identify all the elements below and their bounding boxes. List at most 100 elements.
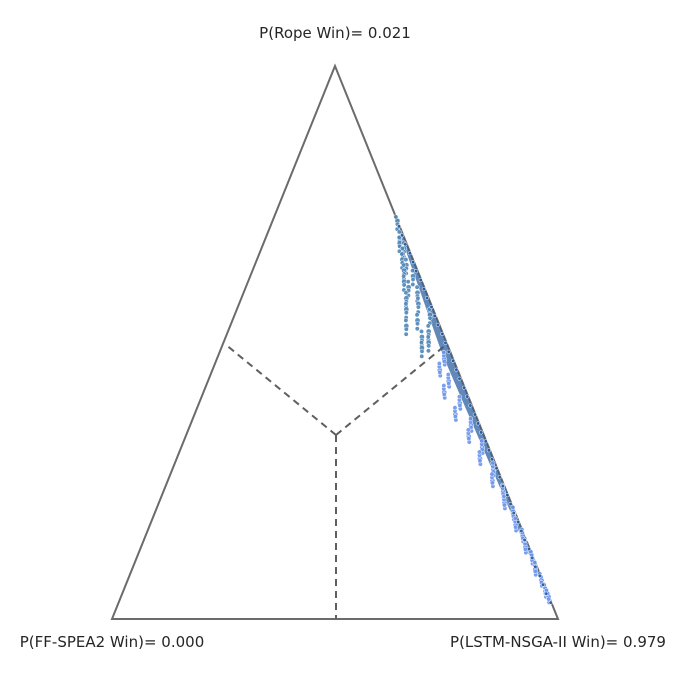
scatter-point (489, 480, 495, 486)
scatter-point (441, 350, 447, 355)
scatter-point (429, 304, 434, 310)
scatter-point (419, 348, 425, 354)
scatter-point (399, 251, 405, 257)
scatter-point (456, 394, 462, 400)
scatter-point (419, 328, 424, 334)
scatter-point (401, 282, 407, 288)
scatter-point (505, 493, 510, 498)
scatter-point (400, 233, 405, 238)
scatter-point (532, 568, 538, 574)
scatter-point (403, 310, 409, 316)
scatter-point (457, 376, 462, 381)
scatter-point (399, 246, 405, 251)
scatter-point (421, 287, 426, 292)
scatter-point (445, 372, 451, 378)
scatter-point (425, 348, 431, 354)
scatter-point (403, 331, 409, 337)
scatter-point (497, 475, 502, 480)
scatter-point (512, 515, 518, 521)
scatter-point (461, 385, 467, 390)
scatter-point (414, 284, 420, 290)
scatter-point (489, 471, 495, 477)
scatter-point (407, 251, 412, 256)
scatter-point (396, 234, 402, 240)
scatter-point (465, 427, 471, 433)
scatter-point (419, 353, 425, 359)
scatter-point (414, 326, 420, 332)
scatter-point (405, 279, 411, 285)
scatter-point (544, 591, 549, 596)
scatter-point (527, 546, 532, 551)
scatter-point (475, 421, 481, 426)
scatter-point (519, 528, 524, 534)
scatter-point (522, 537, 527, 542)
scatter-point (410, 268, 416, 274)
vertex-label-bottom-right: P(LSTM-NSGA-II Win)= 0.979 (450, 633, 666, 651)
region-divider-right (335, 343, 448, 436)
scatter-point (500, 484, 505, 489)
scatter-point (401, 273, 407, 279)
scatter-point (446, 380, 452, 386)
scatter-point (403, 317, 409, 323)
scatter-point (403, 301, 409, 307)
scatter-point (494, 466, 499, 471)
scatter-point (403, 290, 409, 296)
scatter-point (479, 438, 485, 444)
scatter-point (436, 361, 442, 366)
scatter-point (486, 448, 491, 453)
scatter-point (532, 560, 538, 566)
scatter-point (530, 555, 535, 560)
scatter-point (541, 582, 546, 587)
scatter-point (489, 457, 495, 462)
scatter-point (548, 600, 553, 605)
scatter-point (393, 214, 399, 220)
scatter-point (454, 367, 459, 372)
scatter-point (533, 564, 538, 569)
scatter-point (516, 519, 521, 525)
scatter-point (441, 383, 447, 389)
scatter-point (451, 358, 456, 363)
scatter-point (437, 369, 443, 375)
scatter-point (508, 502, 513, 507)
scatter-point (425, 323, 431, 329)
scatter-point (513, 524, 519, 530)
scatter-point (441, 392, 447, 397)
scatter-point (403, 257, 409, 262)
scatter-point (466, 436, 472, 442)
scatter-point (468, 403, 473, 408)
scatter-point (468, 416, 474, 422)
scatter-point (440, 331, 445, 336)
scatter-point (432, 313, 437, 319)
scatter-point (410, 277, 416, 282)
scatter-point (396, 224, 402, 229)
scatter-point (403, 326, 409, 332)
scatter-point (427, 315, 433, 321)
scatter-points-layer (393, 214, 553, 605)
scatter-point (479, 430, 484, 435)
scatter-point (472, 412, 477, 417)
scatter-point (441, 358, 447, 364)
scatter-point (443, 340, 448, 345)
scatter-point (415, 321, 420, 327)
scatter-point (415, 304, 421, 310)
scatter-point (510, 504, 516, 510)
scatter-point (483, 439, 488, 444)
scatter-point (452, 405, 458, 411)
scatter-point (401, 262, 407, 268)
scatter-point (396, 229, 402, 235)
scatter-point (465, 394, 470, 399)
scatter-point (415, 295, 421, 301)
scatter-point (425, 334, 431, 340)
scatter-point (419, 340, 424, 345)
scatter-point (502, 502, 507, 508)
scatter-point (414, 312, 420, 318)
scatter-point (457, 403, 463, 408)
scatter-point (477, 458, 483, 464)
scatter-point (435, 322, 440, 327)
scatter-point (403, 242, 408, 247)
scatter-point (511, 511, 516, 516)
scatter-point (446, 349, 451, 354)
scatter-point (477, 449, 482, 455)
scatter-point (414, 269, 419, 274)
